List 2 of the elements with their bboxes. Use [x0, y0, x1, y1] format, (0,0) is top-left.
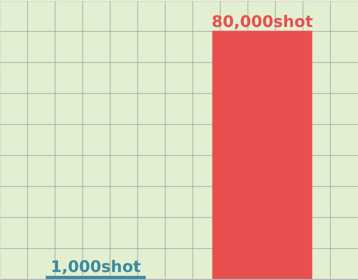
data-label: 1,000shot	[50, 256, 142, 276]
data-label: 80,000shot	[212, 12, 314, 31]
